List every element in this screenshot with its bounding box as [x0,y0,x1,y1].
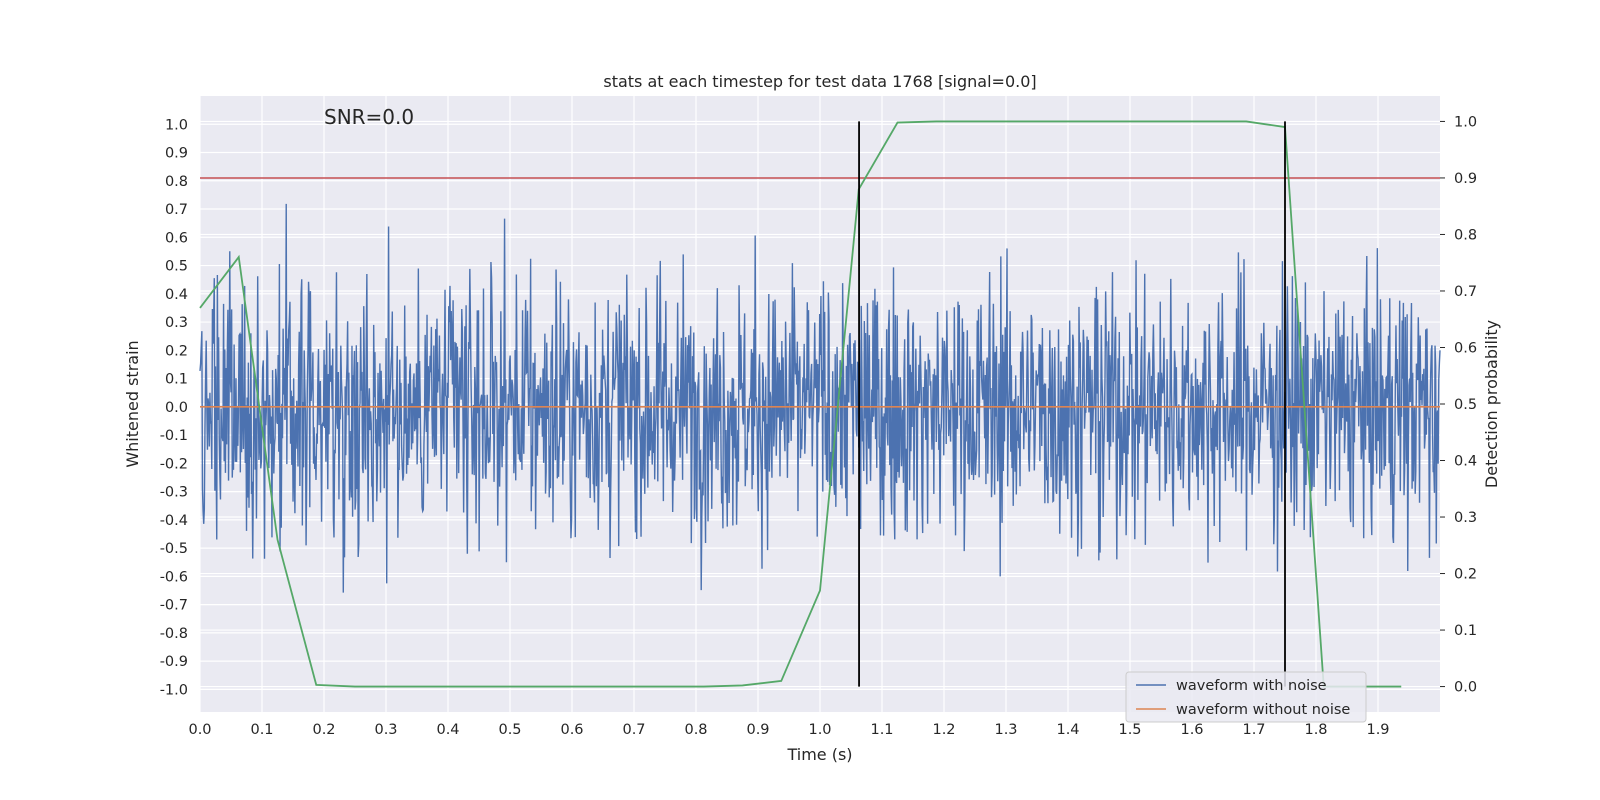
x-tick-label: 0.0 [188,722,211,738]
y-tick-label: -0.8 [160,626,188,642]
y-tick-label: 0.0 [165,400,188,416]
grid [199,96,1440,712]
x-tick-label: 0.6 [560,722,583,738]
y2-tick-label: 0.2 [1454,567,1477,583]
x-tick-label: 0.4 [436,722,459,738]
y-tick-label: 1.0 [165,117,188,133]
y2-tick-label: 0.1 [1454,623,1477,639]
y-axis-label: Whitened strain [123,340,142,467]
y-tick-label: -0.1 [160,428,188,444]
y-tick-label: 0.8 [165,174,188,190]
legend-box [1125,671,1367,723]
y-tick-label: 0.2 [165,343,188,359]
y2-tick-label: 0.7 [1454,284,1477,300]
x-tick-label: 0.7 [622,722,645,738]
x-tick-label: 1.8 [1304,722,1327,738]
y2-tick-label: 1.0 [1454,114,1477,130]
y-tick-label: 0.7 [165,202,188,218]
snr-annotation: SNR=0.0 [324,105,414,129]
y-tick-label: -0.9 [160,654,188,670]
y2-axis-label: Detection probability [1482,320,1501,488]
x-tick-label: 1.0 [808,722,831,738]
y2-tick-label: 0.4 [1454,454,1477,470]
y2-tick-label: 0.8 [1454,227,1477,243]
y-tick-label: 0.3 [165,315,188,331]
y-tick-label: -0.4 [160,513,188,529]
series-waveform-with-noise [199,203,1441,593]
y-tick-label: 0.5 [165,259,188,275]
y-tick-labels: 1.0 0.9 0.8 0.7 0.6 0.5 0.4 0.3 0.2 0.1 0.0 -0.1 -0.… [160,117,188,698]
x-tick-labels: 0.0 0.1 0.2 0.3 0.4 0.5 0.6 0.7 0.8 0.9 1.0 1.1 1.2 1… [188,722,1389,738]
x-tick-label: 0.8 [684,722,707,738]
x-tick-label: 0.9 [746,722,769,738]
x-tick-label: 1.5 [1118,722,1141,738]
vertical-markers [858,121,1286,687]
x-tick-label: 0.1 [250,722,273,738]
y2-tick-label: 0.0 [1454,680,1477,696]
y2-tick-label: 0.9 [1454,171,1477,187]
y-tick-label: 0.9 [165,146,188,162]
x-tick-label: 1.2 [932,722,955,738]
y-tick-label: -0.3 [160,485,188,501]
legend: waveform with noise waveform without noi… [1125,671,1367,723]
x-tick-label: 1.4 [1056,722,1079,738]
legend-label-noise: waveform with noise [1176,678,1327,694]
x-tick-label: 0.5 [498,722,521,738]
y-tick-label: -0.7 [160,598,188,614]
detection-probability-line [199,120,1402,688]
x-axis-label: Time (s) [786,745,852,764]
x-tick-label: 1.1 [870,722,893,738]
x-tick-label: 0.3 [374,722,397,738]
y2-tick-label: 0.5 [1454,397,1477,413]
x-tick-label: 1.7 [1242,722,1265,738]
x-tick-label: 1.9 [1366,722,1389,738]
y-tick-label: -0.2 [160,456,188,472]
y-tick-label: 0.1 [165,372,188,388]
legend-label-clean: waveform without noise [1176,702,1350,718]
chart-title: stats at each timestep for test data 176… [603,72,1036,91]
x-tick-label: 1.3 [994,722,1017,738]
y-tick-label: -0.5 [160,541,188,557]
y-tick-label: 0.6 [165,230,188,246]
waveform-with-noise-line [199,203,1441,593]
x-tick-label: 1.6 [1180,722,1203,738]
series-detection-probability [199,120,1402,688]
x-tick-label: 0.2 [312,722,335,738]
y-tick-label: 0.4 [165,287,188,303]
y-tick-label: -0.6 [160,569,188,585]
y2-tick-label: 0.3 [1454,510,1477,526]
y-tick-label: -1.0 [160,682,188,698]
y2-tick-label: 0.6 [1454,340,1477,356]
y2-tick-labels: 1.0 0.9 0.8 0.7 0.6 0.5 0.4 0.3 0.2 0.1 0.0 [1440,114,1477,696]
